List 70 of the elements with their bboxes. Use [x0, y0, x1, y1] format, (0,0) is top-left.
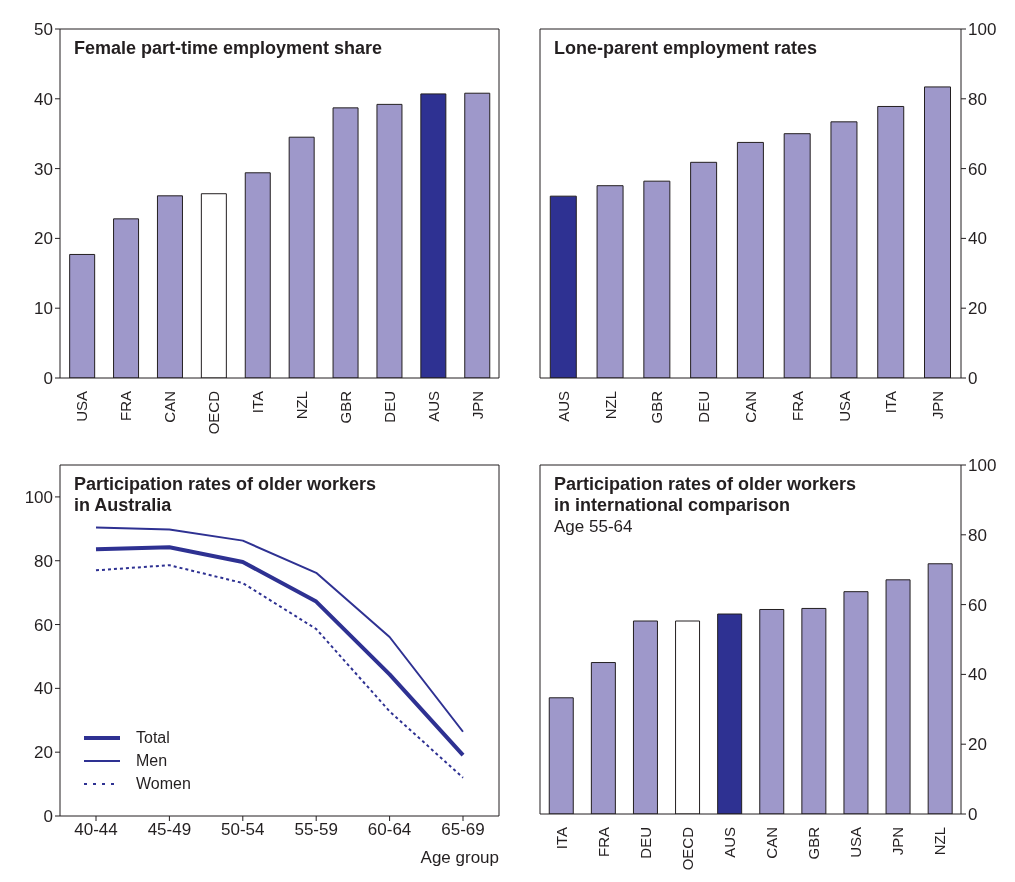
x-tick-label: AUS	[554, 391, 572, 422]
x-tick-label: USA	[73, 391, 91, 422]
x-tick-label: USA	[835, 391, 853, 422]
x-tick-label: JPN	[468, 391, 486, 420]
x-tick-label: FRA	[594, 827, 612, 857]
text: Participation rates of older workers in international comparison	[554, 474, 857, 516]
x-tick-label: 50-54	[221, 820, 265, 840]
x-tick-label: USA	[847, 827, 865, 858]
text: Age 55-64	[554, 516, 634, 537]
x-tick-label: FRA	[117, 391, 135, 421]
y-tick-label: 20	[34, 743, 53, 763]
y-tick-label: 50	[34, 20, 53, 40]
x-tick-label: DEU	[695, 391, 713, 423]
y2-tick-label: 20	[968, 735, 987, 755]
y-tick-label: 40	[34, 679, 53, 699]
x-tick-label: FRA	[788, 391, 806, 421]
y2-tick-label: 80	[968, 525, 987, 545]
x-tick-label: 45-49	[147, 820, 192, 840]
y-tick-label: 30	[34, 159, 53, 179]
x-tick-label: 65-69	[441, 820, 485, 840]
y-tick-label: 100	[24, 487, 53, 507]
y-tick-label: 60	[34, 615, 53, 635]
x-tick-label: 55-59	[294, 820, 338, 840]
x-tick-label: OECD	[678, 826, 696, 871]
y2-tick-label: 0	[968, 369, 978, 389]
x-tick-label: ITA	[552, 827, 570, 850]
legend-label: Men	[136, 751, 168, 770]
x-axis-title: Age group	[420, 848, 499, 868]
y2-tick-label: 40	[968, 229, 987, 249]
y-tick-label: 40	[34, 89, 53, 109]
line-series	[95, 564, 464, 779]
x-tick-label: GBR	[805, 826, 823, 860]
y2-tick-label: 60	[968, 159, 987, 179]
y2-tick-label: 40	[968, 665, 987, 685]
x-tick-label: AUS	[720, 827, 738, 858]
text: Lone-parent employment rates	[554, 38, 818, 59]
x-tick-label: JPN	[929, 391, 947, 420]
x-tick-label: NZL	[601, 391, 619, 420]
text: Female part-time employment share	[74, 38, 383, 59]
x-tick-label: GBR	[336, 390, 354, 424]
x-tick-label: JPN	[889, 827, 907, 856]
legend-label: Women	[136, 774, 191, 793]
x-tick-label: AUS	[424, 391, 442, 422]
x-tick-label: CAN	[161, 391, 179, 423]
y2-tick-label: 20	[968, 299, 987, 319]
y2-tick-label: 100	[968, 456, 997, 476]
x-tick-label: ITA	[882, 391, 900, 414]
y-tick-label: 80	[34, 551, 53, 571]
x-tick-label: 60-64	[367, 820, 412, 840]
y-tick-label: 0	[43, 807, 53, 827]
x-tick-label: CAN	[742, 391, 759, 423]
x-tick-label: OECD	[205, 390, 223, 435]
x-tick-label: ITA	[249, 391, 267, 414]
y2-tick-label: 100	[968, 20, 997, 40]
y-tick-label: 20	[34, 229, 53, 249]
y-tick-label: 0	[43, 369, 53, 389]
y-tick-label: 10	[34, 299, 53, 319]
legend-label: Total	[136, 728, 170, 747]
x-tick-label: DEU	[380, 391, 398, 423]
y2-tick-label: 0	[968, 805, 978, 825]
x-tick-label: GBR	[648, 390, 666, 424]
x-tick-label: NZL	[931, 827, 949, 856]
x-tick-label: DEU	[636, 827, 654, 859]
line-series	[95, 526, 464, 733]
text: Participation rates of older workers in Australia	[74, 474, 377, 516]
x-tick-label: CAN	[763, 827, 781, 859]
x-tick-label: 40-44	[74, 820, 118, 840]
x-tick-label: NZL	[292, 391, 310, 420]
y2-tick-label: 60	[968, 595, 987, 615]
y2-tick-label: 80	[968, 89, 987, 109]
